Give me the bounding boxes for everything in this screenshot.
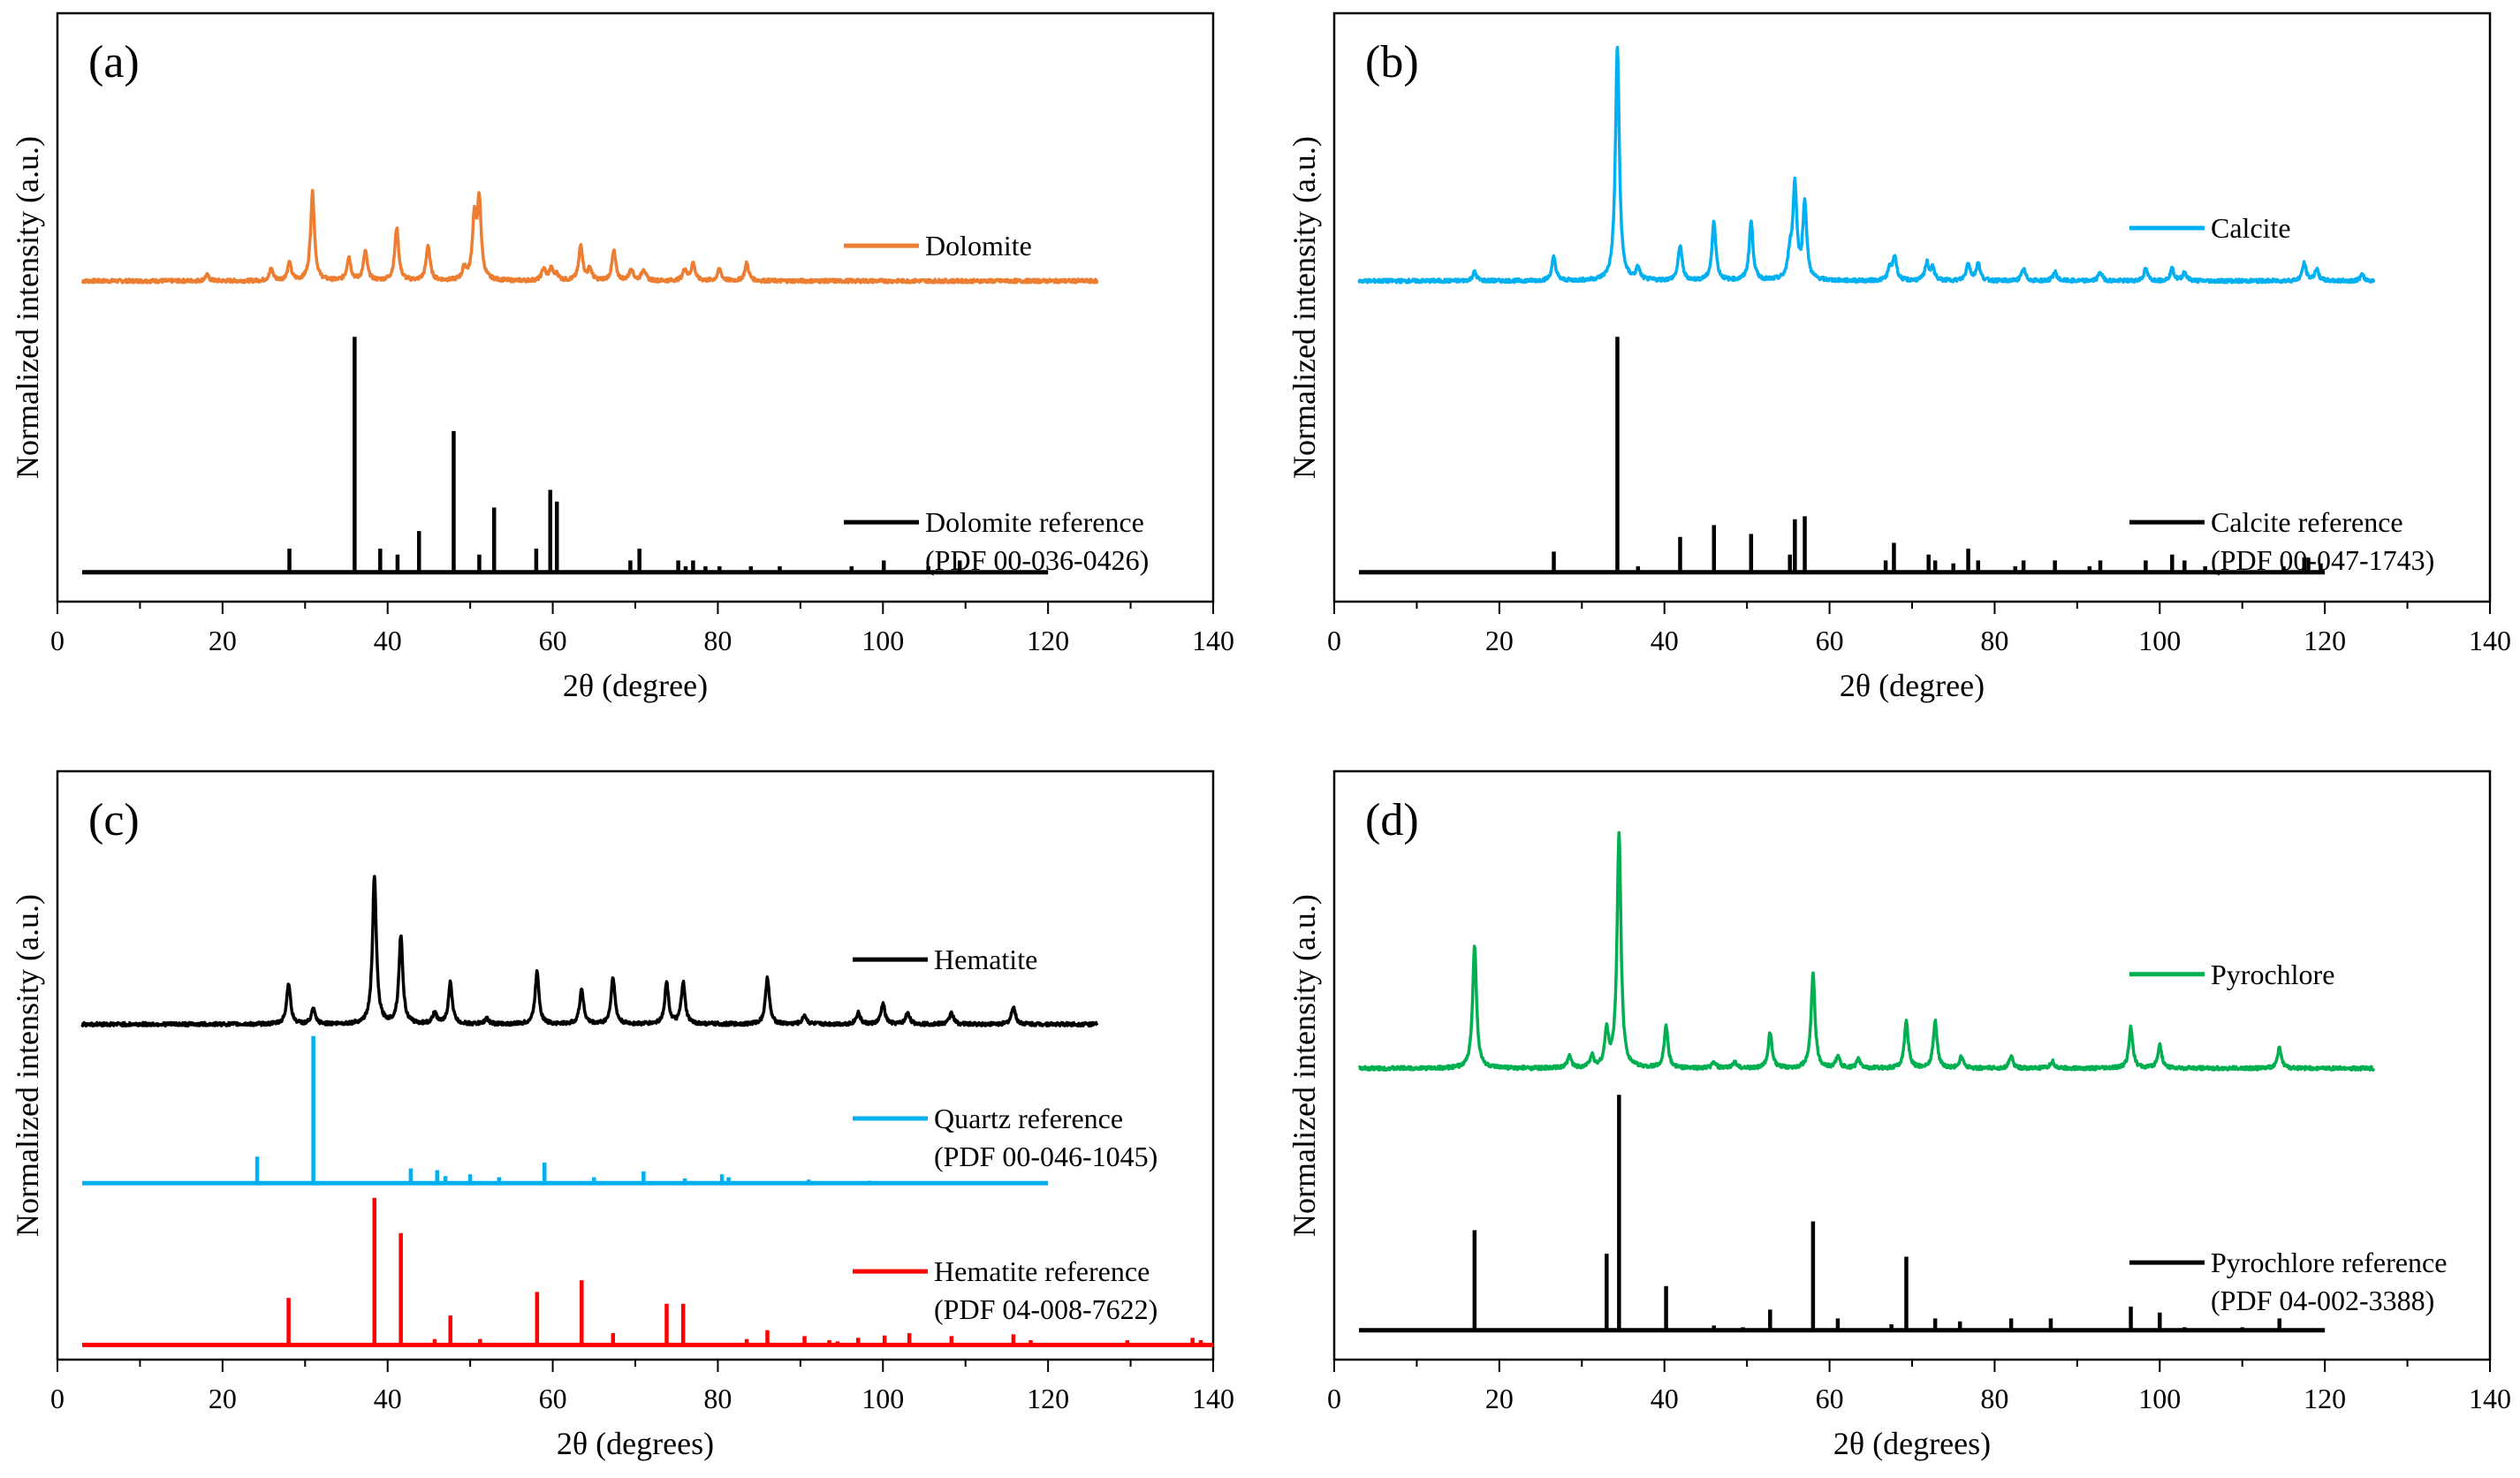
series-hematite-reference: Hematite reference (PDF 04-008-7622) (82, 1197, 1213, 1347)
legend-label: Pyrochlore reference (2211, 1247, 2447, 1278)
panel-letter: (d) (1365, 795, 1419, 845)
y-axis-title: Normalized intensity (a.u.) (1287, 136, 1322, 479)
x-axis: 0 20 40 60 80 100 120 140 (1327, 602, 2511, 656)
x-axis-title: 2θ (degrees) (557, 1426, 714, 1461)
panel-a: 0 20 40 60 80 100 120 140 2θ (degree) Normalized … (10, 11, 1234, 703)
x-tick-label: 120 (1027, 625, 1069, 656)
legend-sublabel: (PDF 00-047-1743) (2211, 544, 2434, 576)
x-axis: 0 20 40 60 80 100 120 140 (50, 1360, 1234, 1414)
x-tick-label: 20 (209, 625, 237, 656)
x-tick-label: 80 (1980, 1383, 2008, 1414)
x-tick-label: 40 (1651, 1383, 1679, 1414)
x-tick-label: 60 (539, 1383, 567, 1414)
x-tick-label: 60 (539, 625, 567, 656)
x-axis-title: 2θ (degrees) (1833, 1426, 1991, 1461)
x-tick-label: 60 (1816, 1383, 1844, 1414)
x-axis: 0 20 40 60 80 100 120 140 (1327, 1360, 2511, 1414)
panel-d: 0 20 40 60 80 100 120 140 2θ (degrees) Normalized… (1287, 769, 2511, 1461)
panel-b: 0 20 40 60 80 100 120 140 2θ (degree) Normalized … (1287, 11, 2511, 703)
legend-sublabel: (PDF 00-036-0426) (925, 544, 1149, 576)
x-tick-label: 120 (1027, 1383, 1069, 1414)
series-dolomite-reference: Dolomite reference (PDF 00-036-0426) (82, 337, 1149, 576)
legend-label: Dolomite reference (925, 506, 1144, 538)
series-dolomite: Dolomite (80, 188, 1099, 284)
panel-letter: (c) (88, 795, 140, 845)
series-calcite: Calcite (1357, 45, 2376, 284)
legend-sublabel: (PDF 04-002-3388) (2211, 1285, 2434, 1316)
x-tick-label: 0 (50, 1383, 65, 1414)
x-tick-label: 140 (1192, 1383, 1234, 1414)
x-axis: 0 20 40 60 80 100 120 140 (50, 602, 1234, 656)
x-tick-label: 80 (703, 1383, 732, 1414)
x-tick-label: 80 (1980, 625, 2008, 656)
series-hematite: Hematite (80, 875, 1099, 1028)
x-tick-label: 0 (1327, 1383, 1341, 1414)
legend-sublabel: (PDF 00-046-1045) (934, 1141, 1158, 1172)
legend-label: Hematite (934, 944, 1037, 975)
panel-letter: (b) (1365, 37, 1419, 87)
pattern-line (80, 875, 1099, 1028)
x-tick-label: 100 (2138, 625, 2181, 656)
x-tick-label: 0 (1327, 625, 1341, 656)
x-tick-label: 100 (2138, 1383, 2181, 1414)
legend-sublabel: (PDF 04-008-7622) (934, 1293, 1158, 1325)
x-tick-label: 140 (1192, 625, 1234, 656)
legend-entry: Calcite (2129, 212, 2291, 244)
x-tick-label: 20 (209, 1383, 237, 1414)
legend-label: Calcite reference (2211, 506, 2403, 538)
legend-entry: Hematite reference (PDF 04-008-7622) (853, 1255, 1158, 1325)
y-axis-title: Normalized intensity (a.u.) (1287, 894, 1322, 1237)
legend-entry: Quartz reference (PDF 00-046-1045) (853, 1103, 1158, 1172)
legend-entry: Dolomite reference (PDF 00-036-0426) (844, 506, 1149, 576)
series-quartz-reference: Quartz reference (PDF 00-046-1045) (82, 1035, 1158, 1186)
legend-entry: Dolomite (844, 230, 1032, 261)
x-axis-title: 2θ (degree) (563, 668, 708, 703)
legend-label: Quartz reference (934, 1103, 1123, 1134)
x-tick-label: 60 (1816, 625, 1844, 656)
x-axis-title: 2θ (degree) (1840, 668, 1985, 703)
pattern-line (1357, 830, 2376, 1072)
pattern-line (1357, 45, 2376, 284)
series-pyrochlore: Pyrochlore (1357, 830, 2376, 1072)
x-tick-label: 20 (1485, 625, 1514, 656)
legend-entry: Pyrochlore reference (PDF 04-002-3388) (2129, 1247, 2447, 1316)
x-tick-label: 140 (2469, 625, 2511, 656)
panel-c: 0 20 40 60 80 100 120 140 2θ (degrees) Normalized… (10, 769, 1234, 1461)
x-tick-label: 20 (1485, 1383, 1514, 1414)
series-pyrochlore-reference: Pyrochlore reference (PDF 04-002-3388) (1359, 1095, 2447, 1333)
x-tick-label: 100 (862, 1383, 904, 1414)
x-tick-label: 140 (2469, 1383, 2511, 1414)
legend-label: Pyrochlore (2211, 959, 2334, 990)
legend-label: Hematite reference (934, 1255, 1150, 1287)
y-axis-title: Normalized intensity (a.u.) (10, 136, 45, 479)
x-tick-label: 80 (703, 625, 732, 656)
series-calcite-reference: Calcite reference (PDF 00-047-1743) (1359, 337, 2434, 576)
x-tick-label: 40 (374, 625, 402, 656)
legend-entry: Calcite reference (PDF 00-047-1743) (2129, 506, 2434, 576)
x-tick-label: 40 (374, 1383, 402, 1414)
x-tick-label: 100 (862, 625, 904, 656)
y-axis-title: Normalized intensity (a.u.) (10, 894, 45, 1237)
legend-label: Dolomite (925, 230, 1032, 261)
legend-label: Calcite (2211, 212, 2291, 244)
x-tick-label: 120 (2304, 1383, 2346, 1414)
x-tick-label: 40 (1651, 625, 1679, 656)
legend-entry: Pyrochlore (2129, 959, 2334, 990)
x-tick-label: 0 (50, 625, 65, 656)
x-tick-label: 120 (2304, 625, 2346, 656)
legend-entry: Hematite (853, 944, 1037, 975)
pattern-line (80, 188, 1099, 284)
panel-letter: (a) (88, 37, 140, 87)
